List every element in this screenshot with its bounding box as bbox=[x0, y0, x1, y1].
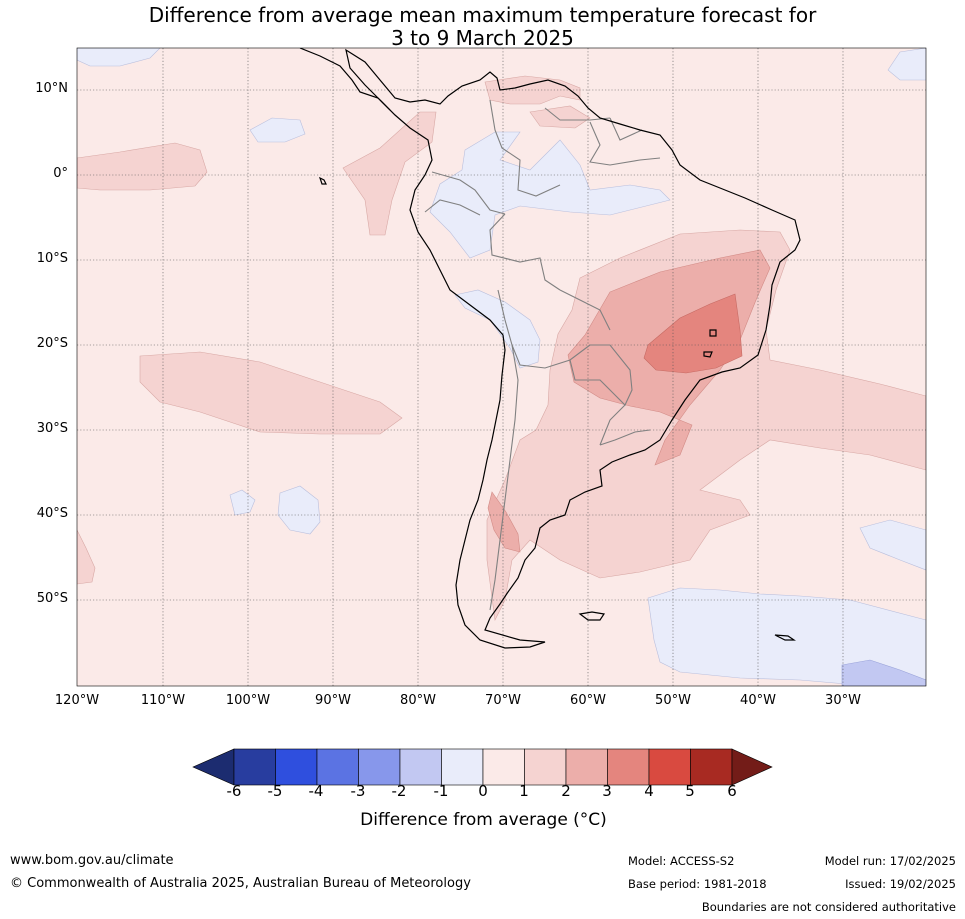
lat-label: 10°S bbox=[36, 251, 68, 266]
anomaly-region bbox=[77, 529, 96, 585]
lat-label: 50°S bbox=[36, 591, 68, 606]
lon-label: 70°W bbox=[485, 693, 521, 708]
lat-label: 0° bbox=[53, 166, 68, 181]
colorbar-tick-label: 0 bbox=[478, 782, 488, 800]
lat-label: 40°S bbox=[36, 506, 68, 521]
colorbar-tick-label: 4 bbox=[644, 782, 654, 800]
colorbar-cell bbox=[275, 748, 318, 786]
lon-label: 60°W bbox=[570, 693, 606, 708]
anomaly-region bbox=[841, 659, 926, 686]
anomaly-region bbox=[77, 142, 208, 191]
anomaly-region bbox=[487, 491, 521, 553]
anomaly-region bbox=[647, 587, 926, 686]
colorbar-tick-label: -3 bbox=[350, 782, 366, 800]
anomaly-minus-1-2-regions bbox=[841, 659, 926, 686]
map-frame bbox=[76, 47, 927, 687]
anomaly-region bbox=[887, 48, 926, 81]
anomaly-region bbox=[277, 485, 321, 535]
south-america-coastline bbox=[345, 48, 801, 649]
website-link[interactable]: www.bom.gov.au/climate bbox=[10, 853, 174, 868]
colorbar-tick-label: 3 bbox=[602, 782, 612, 800]
lon-label: 80°W bbox=[400, 693, 436, 708]
model-name: Model: ACCESS-S2 bbox=[628, 854, 735, 868]
lagoa-feature bbox=[709, 329, 717, 337]
lat-label: 10°N bbox=[35, 81, 68, 96]
galapagos bbox=[318, 176, 327, 185]
lon-label: 90°W bbox=[315, 693, 351, 708]
colorbar-tick-label: 1 bbox=[519, 782, 529, 800]
colorbar-tick-label: 5 bbox=[685, 782, 695, 800]
colorbar-cells bbox=[233, 748, 733, 786]
colorbar-cell bbox=[648, 748, 691, 786]
colorbar-under-arrow bbox=[192, 748, 235, 786]
anomaly-minus-0-1-regions bbox=[77, 48, 926, 686]
colorbar-tick-label: -5 bbox=[267, 782, 283, 800]
lat-label: 20°S bbox=[36, 336, 68, 351]
coastline bbox=[299, 48, 801, 649]
lat-label: 30°S bbox=[36, 421, 68, 436]
map-title: Difference from average mean maximum tem… bbox=[0, 4, 965, 50]
colorbar-tick-label: -6 bbox=[226, 782, 242, 800]
issued-date: Issued: 19/02/2025 bbox=[845, 877, 956, 891]
colorbar-tick-label: -2 bbox=[391, 782, 407, 800]
south-georgia bbox=[774, 634, 796, 641]
falkland-islands bbox=[578, 611, 606, 621]
base-period: Base period: 1981-2018 bbox=[628, 877, 767, 891]
lon-label: 120°W bbox=[54, 693, 100, 708]
anomaly-region bbox=[429, 131, 671, 259]
anomaly-region bbox=[229, 489, 256, 516]
title-line-2: 3 to 9 March 2025 bbox=[391, 26, 574, 50]
lon-label: 110°W bbox=[140, 693, 186, 708]
colorbar-cell bbox=[690, 748, 733, 786]
model-run-date: Model run: 17/02/2025 bbox=[824, 854, 956, 868]
colorbar-cell bbox=[399, 748, 442, 786]
boundary-disclaimer: Boundaries are not considered authoritat… bbox=[701, 900, 956, 914]
colorbar-cell bbox=[607, 748, 650, 786]
copyright-text: © Commonwealth of Australia 2025, Austra… bbox=[10, 876, 471, 891]
colorbar-over-arrow bbox=[731, 748, 773, 786]
anomaly-region bbox=[529, 105, 591, 129]
lagoa-feature bbox=[703, 351, 713, 358]
colorbar-tick-label: -4 bbox=[308, 782, 324, 800]
colorbar-cell bbox=[482, 748, 525, 786]
colorbar-tick-label: -1 bbox=[433, 782, 449, 800]
colorbar-cell bbox=[358, 748, 401, 786]
colorbar-title: Difference from average (°C) bbox=[360, 810, 607, 830]
anomaly-region bbox=[859, 519, 926, 571]
colorbar bbox=[192, 748, 773, 786]
colorbar-tick-label: 2 bbox=[561, 782, 571, 800]
lon-label: 100°W bbox=[225, 693, 271, 708]
colorbar-cell bbox=[441, 748, 484, 786]
colorbar-cell bbox=[565, 748, 608, 786]
central-america-coastline bbox=[299, 48, 391, 111]
lon-label: 40°W bbox=[740, 693, 776, 708]
lon-label: 50°W bbox=[655, 693, 691, 708]
colorbar-cell bbox=[524, 748, 567, 786]
colorbar-cell bbox=[316, 748, 359, 786]
anomaly-region bbox=[77, 48, 161, 67]
anomaly-region bbox=[342, 111, 437, 236]
colorbar-tick-label: 6 bbox=[727, 782, 737, 800]
anomaly-region bbox=[643, 293, 743, 374]
graticule bbox=[77, 48, 926, 686]
country-borders bbox=[424, 99, 661, 611]
anomaly-region bbox=[139, 351, 403, 435]
colorbar-cell bbox=[233, 748, 276, 786]
title-line-1: Difference from average mean maximum tem… bbox=[148, 3, 817, 27]
lon-label: 30°W bbox=[825, 693, 861, 708]
anomaly-3-4-regions bbox=[643, 293, 743, 374]
anomaly-region bbox=[249, 117, 306, 143]
